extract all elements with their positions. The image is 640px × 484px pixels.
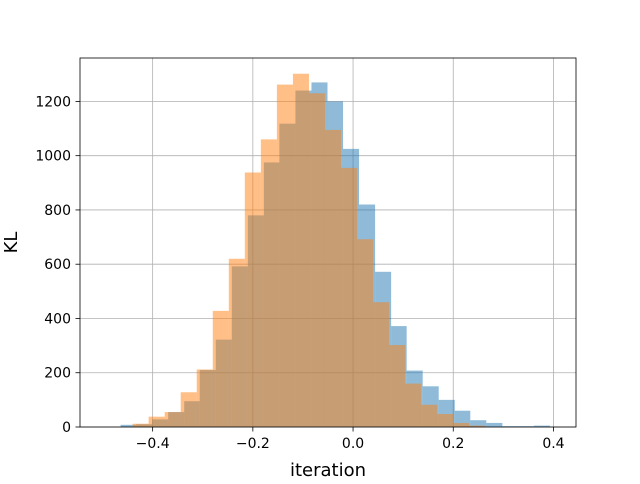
x-tick-label: 0.2 xyxy=(442,436,464,452)
histogram-bar-series-2 xyxy=(437,413,454,427)
x-axis-label: iteration xyxy=(290,460,366,480)
y-tick-label: 1200 xyxy=(35,94,71,110)
y-tick-label: 200 xyxy=(44,366,71,382)
x-tick-label: 0.0 xyxy=(342,436,364,452)
y-tick-label: 800 xyxy=(44,203,71,219)
histogram-bar-series-2 xyxy=(276,84,293,427)
histogram-bar-series-2 xyxy=(228,258,245,427)
histogram-bar-series-2 xyxy=(132,423,149,427)
y-axis-label: KL xyxy=(1,232,22,254)
histogram-bar-series-2 xyxy=(421,404,438,427)
histogram-bar-series-2 xyxy=(148,416,165,427)
histogram-bar-series-2 xyxy=(260,139,277,427)
histogram-bar-series-1 xyxy=(486,422,503,427)
histogram-bar-series-1 xyxy=(533,425,550,427)
y-tick-label: 600 xyxy=(44,257,71,273)
histogram-bar-series-2 xyxy=(164,412,181,427)
histogram-bar-series-1 xyxy=(518,426,534,427)
x-tick-label: −0.2 xyxy=(236,436,270,452)
y-tick-label: 0 xyxy=(62,420,71,436)
x-tick-label: −0.4 xyxy=(136,436,170,452)
histogram-bar-series-2 xyxy=(469,425,486,427)
histogram-bar-series-1 xyxy=(502,426,519,427)
histogram-bar-series-2 xyxy=(324,129,342,427)
axis-ticks: −0.4 −0.2 0.0 0.2 0.4 0 200 400 600 800 1000 1200 xyxy=(35,94,564,452)
histogram-bar-series-2 xyxy=(357,239,374,427)
y-tick-label: 400 xyxy=(44,311,71,327)
histogram-bar-series-2 xyxy=(373,302,390,427)
histogram-bars xyxy=(120,73,550,428)
histogram-bar-series-2 xyxy=(196,369,213,427)
x-tick-label: 0.4 xyxy=(542,436,564,452)
histogram-bar-series-1 xyxy=(120,424,137,427)
histogram-bar-series-2 xyxy=(212,310,229,427)
y-tick-label: 1000 xyxy=(35,149,71,165)
histogram-bar-series-2 xyxy=(405,383,422,427)
histogram-bar-series-2 xyxy=(180,392,197,427)
histogram-bar-series-1 xyxy=(470,420,487,427)
histogram-bar-series-2 xyxy=(292,73,309,428)
histogram-bar-series-2 xyxy=(244,172,261,427)
histogram-bar-series-2 xyxy=(341,167,358,427)
plot-area-frame xyxy=(79,57,577,428)
histogram-bar-series-2 xyxy=(389,345,406,427)
histogram-bar-series-2 xyxy=(308,93,325,427)
histogram-bar-series-2 xyxy=(453,422,470,427)
